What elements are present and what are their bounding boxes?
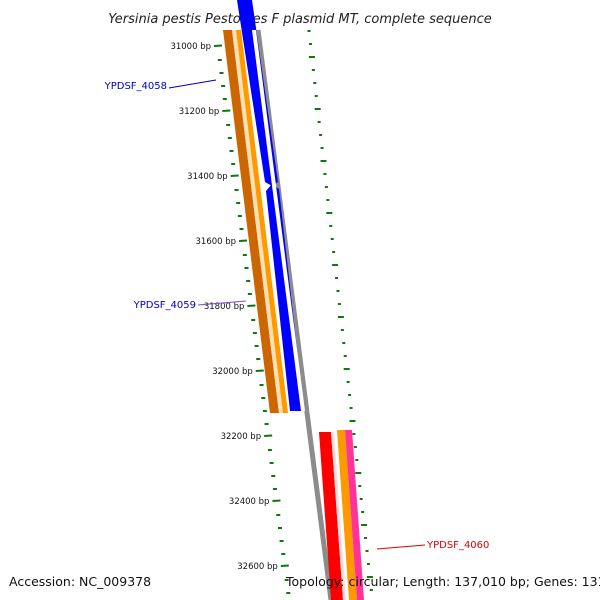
scale-tick-label: 31400 bp [187, 172, 228, 182]
leader-line-ypdsf-4060 [376, 544, 426, 550]
feature-orange-strip-2 [337, 430, 357, 600]
scale-tick-label: 31200 bp [179, 107, 220, 117]
scale-tick-label: 32200 bp [221, 432, 262, 442]
scale-tick-label: 32000 bp [212, 367, 253, 377]
scale-ticks: 31000 bp 31200 bp 31400 bp 31600 bp 31800 bp… [170, 42, 289, 572]
scale-tick-label: 31800 bp [204, 302, 245, 312]
scale-tick [238, 239, 248, 242]
inner-dot-track [217, 59, 291, 594]
accession-text: Accession: NC_009378 [9, 574, 152, 589]
feature-gap-strip [252, 30, 305, 411]
scale-tick [272, 499, 281, 502]
scale-tick [264, 434, 273, 437]
scale-tick-label: 31000 bp [170, 42, 211, 52]
scale-tick [230, 174, 239, 177]
scale-tick-label: 32400 bp [229, 497, 270, 507]
feature-orange-strip [236, 30, 288, 413]
scale-tick [280, 564, 289, 567]
scale-tick [247, 304, 256, 307]
outer-dot-track [307, 30, 373, 591]
sequence-backbone [255, 29, 334, 600]
feature-pink-strip [345, 430, 364, 600]
scale-tick [255, 369, 264, 372]
scale-tick-label: 32600 bp [237, 562, 278, 572]
feature-light-strip [232, 30, 283, 413]
gene-label-ypdsf-4058[interactable]: YPDSF_4058 [104, 81, 167, 92]
feature-dark-orange-strip [223, 30, 279, 413]
leader-line-ypdsf-4058 [168, 79, 217, 89]
gene-label-ypdsf-4059[interactable]: YPDSF_4059 [133, 300, 196, 311]
leader-line-ypdsf-4059 [197, 300, 247, 306]
map-title: Yersinia pestis Pestoides F plasmid MT, … [108, 12, 492, 27]
scale-tick-label: 31600 bp [196, 237, 237, 247]
gene-label-ypdsf-4060[interactable]: YPDSF_4060 [426, 540, 489, 551]
scale-tick [213, 44, 223, 47]
cds-ypdsf-4060[interactable] [319, 432, 343, 600]
topology-summary: Topology: circular; Length: 137,010 bp; … [286, 574, 600, 589]
scale-tick [222, 109, 231, 112]
feature-light-strip-2 [331, 432, 346, 600]
